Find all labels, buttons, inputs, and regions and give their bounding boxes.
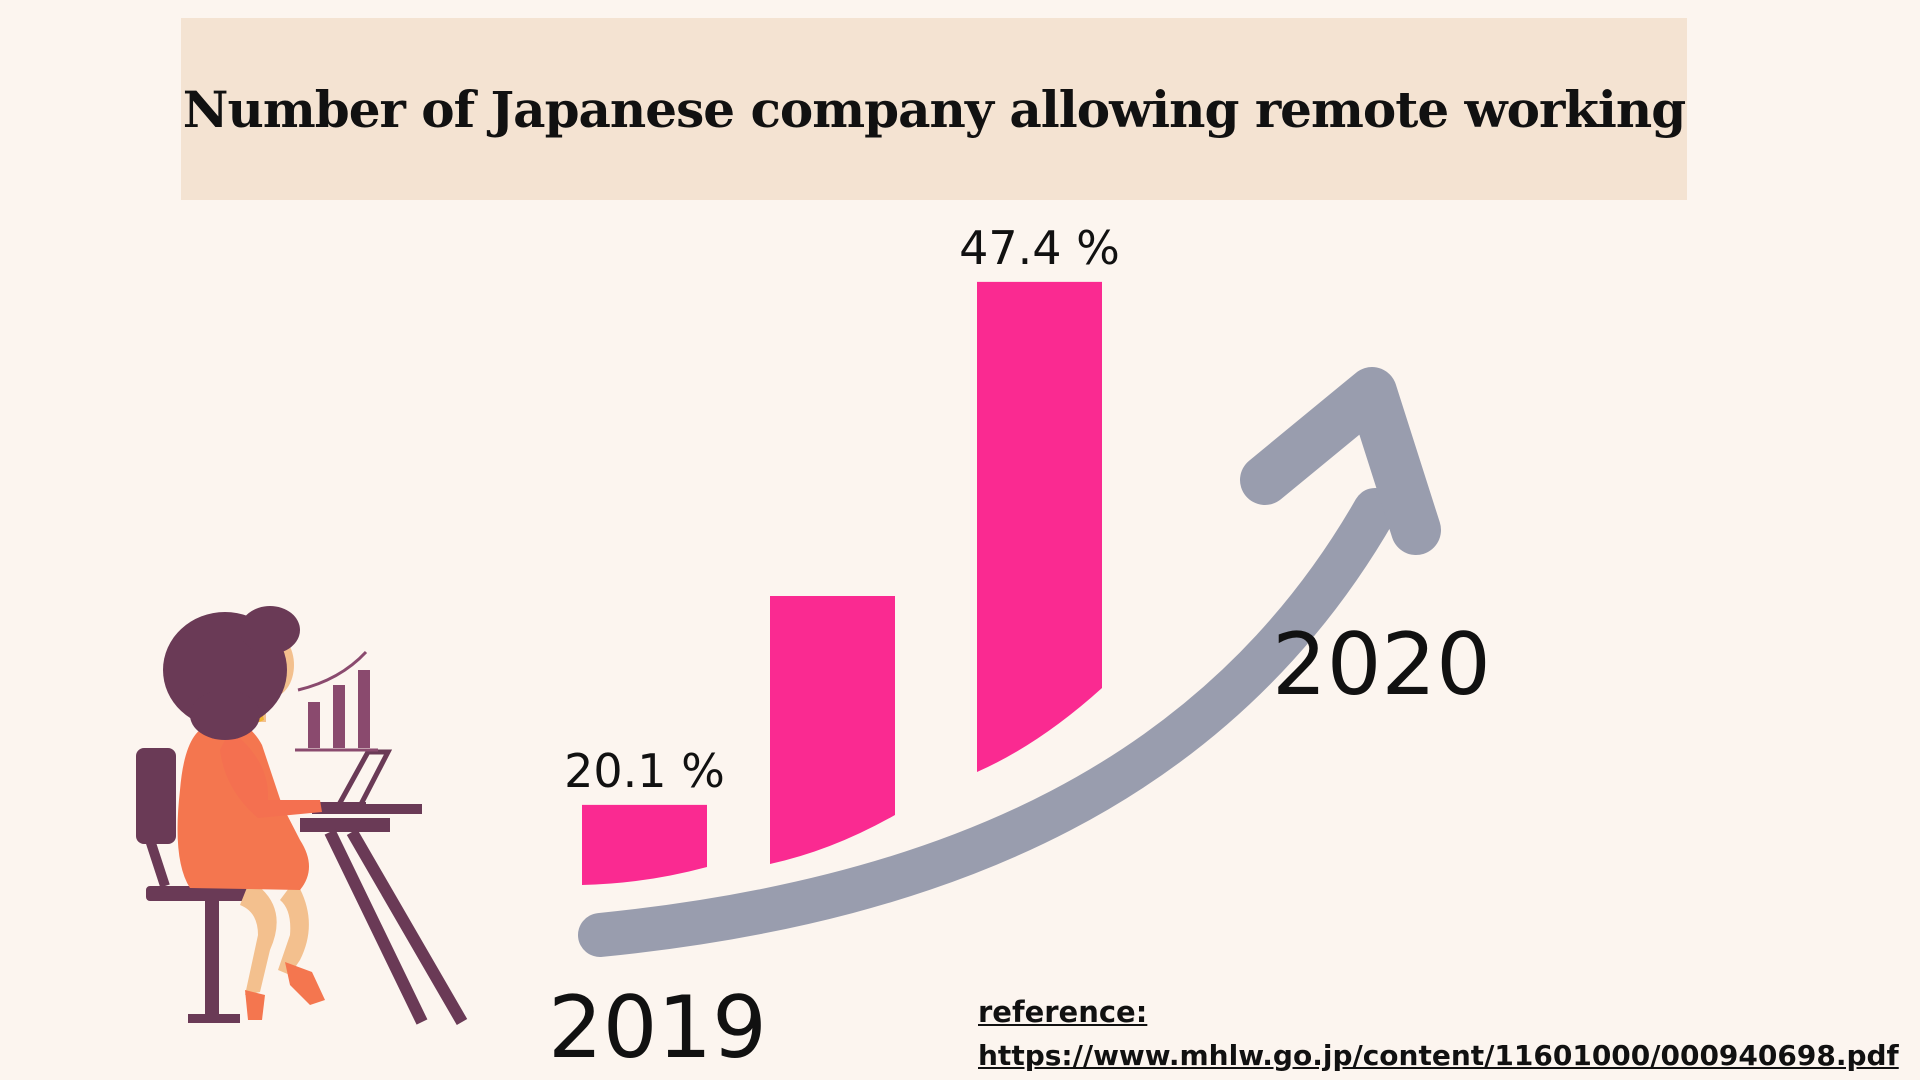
bar-2020 (977, 281, 1102, 772)
data-labels-layer: 20.1 % 47.4 % (564, 221, 1120, 798)
x-start-label: 2019 (548, 978, 767, 1078)
data-label-2: 47.4 % (959, 221, 1120, 275)
reference-label: reference: (978, 995, 1148, 1029)
growth-arrow (578, 367, 1441, 957)
growth-arrow-shaft (578, 488, 1397, 957)
data-label-0: 20.1 % (564, 744, 725, 798)
woman-working-at-laptop-icon (136, 606, 468, 1026)
bar-2019 (582, 804, 707, 885)
bars-layer (582, 281, 1102, 885)
x-end-label: 2020 (1272, 615, 1491, 715)
bar-mid-1 (770, 596, 895, 864)
growth-arrow-head (1240, 367, 1441, 555)
reference-block: reference: https://www.mhlw.go.jp/conten… (978, 990, 1899, 1078)
title-banner: Number of Japanese company allowing remo… (181, 18, 1687, 200)
reference-link[interactable]: https://www.mhlw.go.jp/content/11601000/… (978, 1039, 1899, 1072)
chart-title: Number of Japanese company allowing remo… (182, 79, 1686, 139)
